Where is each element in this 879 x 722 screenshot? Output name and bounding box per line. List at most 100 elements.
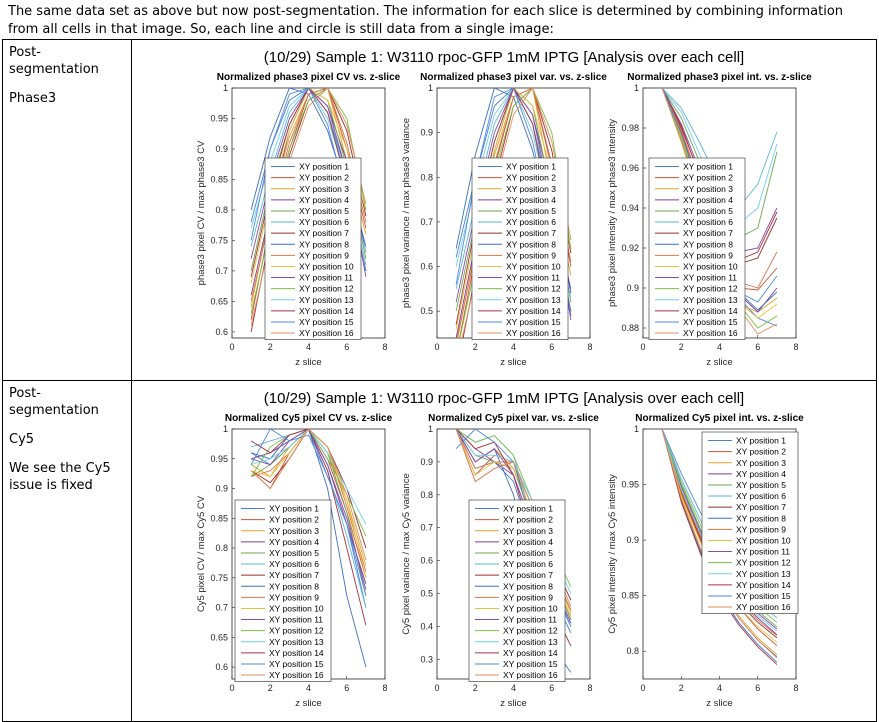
figure-cell: (10/29) Sample 1: W3110 rpoc-GFP 1mM IPT… — [131, 380, 877, 722]
y-tick-label: 0.92 — [621, 243, 639, 253]
x-tick-label: 8 — [793, 683, 798, 693]
y-tick-label: 0.95 — [621, 480, 639, 490]
legend-entry: XY position 5 — [299, 206, 349, 216]
row-label-line: Post-segmentation — [9, 45, 99, 77]
legend: XY position 1XY position 2XY position 3X… — [264, 157, 362, 340]
legend-entry: XY position 8 — [269, 581, 319, 591]
legend-entry: XY position 9 — [736, 524, 786, 534]
legend-entry: XY position 9 — [506, 250, 556, 260]
x-tick-label: 2 — [473, 683, 478, 693]
legend-entry: XY position 9 — [683, 250, 733, 260]
y-tick-label: 0.9 — [215, 144, 228, 154]
legend-entry: XY position 15 — [269, 659, 324, 669]
legend-entry: XY position 12 — [269, 626, 324, 636]
legend-entry: XY position 1 — [506, 162, 556, 172]
x-tick-label: 8 — [382, 683, 387, 693]
legend-entry: XY position 6 — [506, 217, 556, 227]
legend-entry: XY position 12 — [506, 284, 561, 294]
legend-entry: XY position 1 — [736, 436, 786, 446]
y-tick-label: 0.9 — [420, 457, 433, 467]
x-tick-label: 4 — [717, 342, 722, 352]
x-tick-label: 6 — [549, 342, 554, 352]
legend-entry: XY position 16 — [269, 670, 324, 680]
y-tick-label: 1 — [223, 83, 228, 93]
x-tick-label: 6 — [344, 342, 349, 352]
legend-entry: XY position 11 — [269, 615, 323, 625]
chart-title: Normalized Cy5 pixel CV vs. z-slice — [225, 413, 393, 424]
series-line — [250, 429, 367, 578]
series-line — [250, 429, 367, 608]
legend-entry: XY position 2 — [683, 173, 733, 183]
legend-entry: XY position 5 — [506, 206, 556, 216]
x-tick-label: 4 — [306, 683, 311, 693]
legend-entry: XY position 3 — [503, 526, 553, 536]
legend-entry: XY position 4 — [269, 537, 319, 547]
y-tick-label: 0.8 — [215, 543, 228, 553]
series-line — [250, 429, 367, 573]
legend-entry: XY position 4 — [299, 195, 349, 205]
legend-entry: XY position 15 — [683, 317, 738, 327]
table-row-phase3: Post-segmentation Phase3 (10/29) Sample … — [2, 39, 877, 381]
x-tick-label: 0 — [229, 342, 234, 352]
y-tick-label: 0.4 — [420, 621, 433, 631]
legend-entry: XY position 9 — [269, 592, 319, 602]
y-tick-label: 0.5 — [420, 306, 433, 316]
legend-entry: XY position 3 — [683, 184, 733, 194]
y-tick-label: 0.7 — [215, 603, 228, 613]
legend-entry: XY position 8 — [299, 239, 349, 249]
figure-title: (10/29) Sample 1: W3110 rpoc-GFP 1mM IPT… — [264, 49, 744, 66]
y-tick-label: 0.9 — [626, 283, 639, 293]
legend-entry: XY position 14 — [506, 306, 561, 316]
table-row-cy5: Post-segmentation Cy5 We see the Cy5 iss… — [2, 380, 877, 722]
legend-entry: XY position 2 — [506, 173, 556, 183]
y-tick-label: 1 — [428, 424, 433, 434]
chart-title: Normalized Cy5 pixel var. vs. z-slice — [428, 413, 599, 424]
y-axis-label: Cy5 pixel variance / max Cy5 variance — [401, 473, 412, 635]
x-tick-label: 0 — [434, 342, 439, 352]
y-tick-label: 0.75 — [210, 235, 228, 245]
legend-entry: XY position 8 — [683, 239, 733, 249]
legend-entry: XY position 7 — [736, 502, 786, 512]
y-tick-label: 0.65 — [210, 632, 228, 642]
legend-entry: XY position 11 — [299, 273, 353, 283]
chart-title: Normalized phase3 pixel var. vs. z-slice — [420, 72, 607, 83]
y-tick-label: 0.8 — [420, 490, 433, 500]
legend-entry: XY position 12 — [736, 558, 791, 568]
legend-entry: XY position 2 — [299, 173, 349, 183]
legend-entry: XY position 13 — [683, 295, 738, 305]
x-tick-label: 8 — [382, 342, 387, 352]
y-axis-label: Cy5 pixel CV / max Cy5 CV — [196, 495, 207, 612]
y-tick-label: 0.6 — [215, 327, 228, 337]
legend-entry: XY position 14 — [269, 648, 324, 658]
y-tick-label: 1 — [223, 424, 228, 434]
legend-entry: XY position 4 — [503, 537, 553, 547]
legend-entry: XY position 15 — [503, 659, 558, 669]
intro-paragraph: The same data set as above but now post-… — [8, 4, 844, 37]
legend-entry: XY position 10 — [736, 535, 791, 545]
legend: XY position 1XY position 2XY position 3X… — [701, 431, 799, 614]
row-label-line: Phase3 — [9, 91, 57, 106]
legend-entry: XY position 3 — [506, 184, 556, 194]
legend-entry: XY position 4 — [736, 469, 786, 479]
x-tick-label: 0 — [640, 683, 645, 693]
legend-entry: XY position 11 — [683, 273, 737, 283]
series-line — [250, 429, 367, 596]
legend-entry: XY position 4 — [506, 195, 556, 205]
y-axis-label: phase3 pixel CV / max phase3 CV — [196, 140, 207, 285]
series-lines — [250, 429, 367, 668]
legend-entry: XY position 12 — [503, 626, 558, 636]
chart-title: Normalized phase3 pixel CV vs. z-slice — [217, 72, 401, 83]
y-tick-label: 1 — [634, 424, 639, 434]
legend-entry: XY position 8 — [506, 239, 556, 249]
legend-entry: XY position 6 — [269, 559, 319, 569]
legend-entry: XY position 1 — [503, 504, 553, 514]
figure-title: (10/29) Sample 1: W3110 rpoc-GFP 1mM IPT… — [264, 390, 744, 407]
y-tick-label: 0.9 — [626, 535, 639, 545]
chart-title: Normalized phase3 pixel int. vs. z-slice — [627, 72, 812, 83]
y-tick-label: 0.95 — [210, 113, 228, 123]
y-tick-label: 0.85 — [210, 174, 228, 184]
x-tick-label: 4 — [511, 342, 516, 352]
legend-entry: XY position 7 — [269, 570, 319, 580]
legend-entry: XY position 1 — [683, 162, 733, 172]
legend-entry: XY position 13 — [736, 569, 791, 579]
